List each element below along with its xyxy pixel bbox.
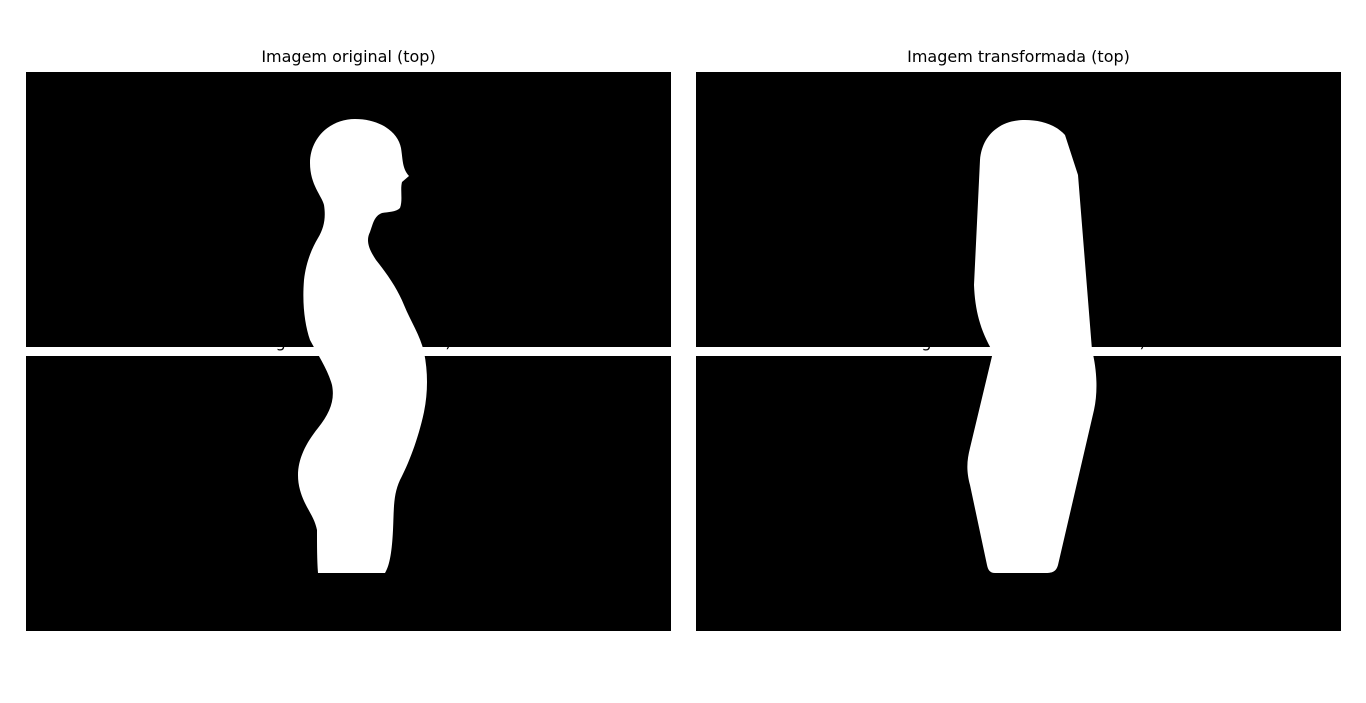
panel-transformed-top	[696, 72, 1341, 347]
panel-transformed-bottom	[696, 356, 1341, 631]
panel-original-top	[26, 72, 671, 347]
title-original-bottom: Imagem original (bottom)	[245, 332, 452, 351]
title-original-top: Imagem original (top)	[261, 47, 436, 66]
panel-original-bottom	[26, 356, 671, 631]
title-transformed-top: Imagem transformada (top)	[907, 47, 1130, 66]
title-transformed-bottom: Imagem transformada (bottom)	[891, 332, 1146, 351]
